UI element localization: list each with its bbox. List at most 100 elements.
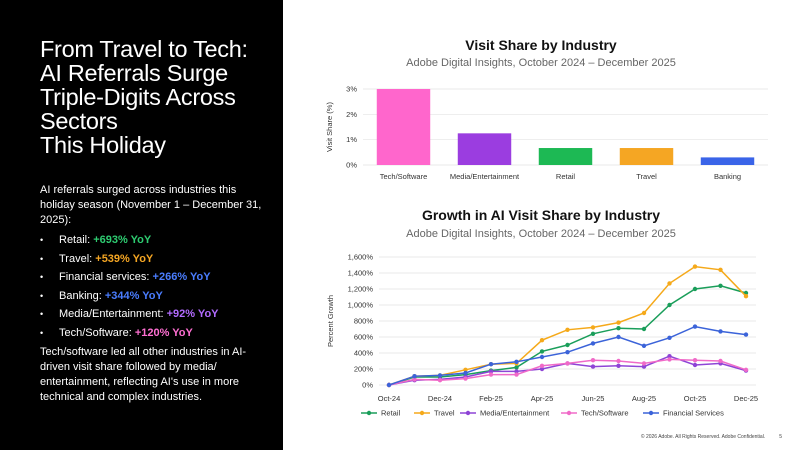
bullet-icon: •: [40, 253, 44, 264]
series-point-travel: [641, 310, 647, 316]
sector-item: • Banking: +344% YoY: [40, 289, 275, 308]
series-point-tech-software: [488, 372, 494, 377]
series-point-tech-software: [539, 363, 545, 368]
line-y-tick-label: 400%: [354, 349, 374, 358]
line-x-tick-label: Dec-24: [428, 394, 452, 403]
series-point-travel: [718, 267, 723, 272]
bullet-icon: •: [40, 327, 44, 338]
sector-item: • Tech/Software: +120% YoY: [40, 326, 275, 345]
bar-chart-title: Visit Share by Industry: [465, 37, 617, 53]
legend-label: Travel: [434, 409, 455, 418]
bullet-icon: •: [40, 309, 44, 320]
series-point-retail: [641, 326, 647, 332]
series-point-financial-services: [667, 335, 672, 340]
series-point-media-entertainment: [514, 369, 519, 374]
series-point-financial-services: [488, 362, 494, 367]
series-point-financial-services: [514, 359, 519, 364]
series-point-financial-services: [386, 382, 392, 388]
bar-media-entertainment: [457, 133, 512, 165]
bar-y-tick-label: 0%: [346, 161, 357, 170]
series-point-travel: [616, 320, 621, 325]
line-chart-title: Growth in AI Visit Share by Industry: [422, 207, 660, 223]
series-point-travel: [590, 325, 596, 330]
line-x-tick-label: Dec-25: [734, 394, 758, 403]
series-point-financial-services: [641, 343, 647, 348]
headline: From Travel to Tech: AI Referrals Surge Tr…: [40, 37, 270, 157]
sector-label: Media/Entertainment:: [59, 308, 167, 321]
bar-x-tick-label: Retail: [556, 172, 576, 181]
series-point-financial-services: [412, 374, 417, 379]
series-point-retail: [590, 331, 596, 336]
bar-y-tick-label: 3%: [346, 85, 357, 94]
line-x-tick-label: Aug-25: [632, 394, 656, 403]
headline-line: From Travel to Tech:: [40, 36, 248, 62]
charts-svg: Visit Share by Industry Adobe Digital Ins…: [325, 37, 768, 418]
bar-banking: [700, 157, 755, 165]
line-y-tick-label: 0%: [362, 381, 373, 390]
line-chart-subtitle: Adobe Digital Insights, October 2024 – D…: [406, 228, 676, 240]
series-point-financial-services: [539, 354, 545, 360]
line-x-tick-label: Jun-25: [582, 394, 605, 403]
copyright-text: © 2026 Adobe. All Rights Reserved. Adobe…: [640, 434, 766, 440]
series-point-retail: [667, 302, 672, 308]
series-point-media-entertainment: [539, 366, 545, 372]
line-x-tick-label: Apr-25: [531, 394, 554, 403]
series-point-retail: [718, 283, 723, 288]
series-point-travel: [692, 264, 698, 269]
series-point-financial-services: [743, 332, 749, 337]
line-x-tick-label: Feb-25: [479, 394, 503, 403]
line-y-tick-label: 1,200%: [348, 285, 374, 294]
series-point-tech-software: [718, 358, 723, 364]
series-point-retail: [616, 326, 621, 331]
series-point-retail: [539, 349, 545, 354]
series-point-media-entertainment: [616, 363, 621, 368]
series-point-financial-services: [692, 324, 698, 329]
bar-travel: [619, 148, 674, 165]
bar-y-tick-label: 2%: [346, 110, 357, 119]
series-point-tech-software: [641, 361, 647, 366]
legend-label: Tech/Software: [581, 409, 629, 418]
headline-line: Triple-Digits Across: [40, 84, 236, 110]
legend-marker-travel: [419, 410, 425, 416]
series-point-tech-software: [565, 361, 570, 366]
series-point-travel: [565, 327, 570, 332]
series-point-media-entertainment: [641, 364, 647, 369]
bar-chart-subtitle: Adobe Digital Insights, October 2024 – D…: [406, 57, 676, 69]
line-y-tick-label: 1,600%: [348, 253, 374, 262]
sector-growth-value: +344% YoY: [104, 289, 163, 302]
series-point-financial-services: [616, 334, 621, 340]
legend-label: Retail: [381, 409, 401, 418]
bullet-icon: •: [40, 290, 44, 301]
sector-item: • Retail: +693% YoY: [40, 233, 275, 252]
footer: © 2026 Adobe. All Rights Reserved. Adobe…: [641, 434, 782, 440]
sector-label: Retail:: [59, 234, 94, 246]
legend-marker-tech-software: [566, 410, 572, 416]
bullet-icon: •: [40, 235, 44, 245]
series-point-media-entertainment: [667, 354, 672, 359]
sector-label: Tech/Software:: [59, 326, 135, 339]
series-point-financial-services: [718, 329, 723, 334]
series-point-tech-software: [692, 358, 698, 363]
sector-growth-value: +693% YoY: [93, 234, 152, 246]
series-point-tech-software: [667, 357, 672, 362]
headline-line: Sectors: [40, 108, 118, 134]
series-point-financial-services: [437, 373, 443, 378]
series-point-financial-services: [463, 370, 468, 376]
bullet-icon: •: [40, 272, 44, 283]
line-x-tick-label: Oct-24: [378, 394, 401, 403]
line-y-tick-label: 1,000%: [348, 301, 374, 310]
bar-y-tick-label: 1%: [346, 135, 357, 144]
closing-text: Tech/software led all other industries i…: [40, 346, 247, 403]
sector-growth-value: +92% YoY: [166, 308, 219, 321]
sector-label: Banking:: [59, 289, 105, 302]
bar-x-tick-label: Travel: [636, 172, 657, 181]
line-y-axis-label: Percent Growth: [326, 295, 335, 347]
bar-retail: [538, 148, 593, 165]
headline-line: This Holiday: [40, 132, 166, 158]
bar-x-tick-label: Banking: [714, 172, 741, 181]
legend-marker-retail: [366, 410, 372, 416]
line-y-tick-label: 800%: [354, 317, 374, 326]
series-point-tech-software: [590, 358, 596, 363]
series-point-tech-software: [437, 378, 443, 383]
series-point-tech-software: [514, 372, 519, 377]
